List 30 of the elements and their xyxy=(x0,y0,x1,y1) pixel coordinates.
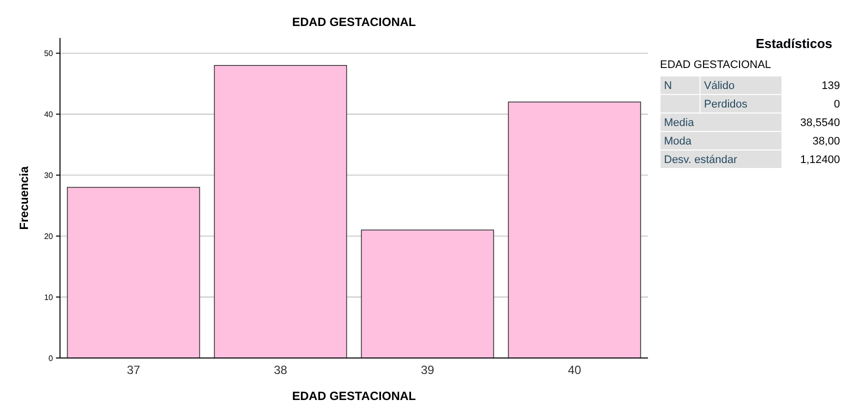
bar xyxy=(214,65,348,358)
bar xyxy=(66,186,200,358)
y-tick-label: 10 xyxy=(44,292,54,302)
text: Desv. estándar xyxy=(664,154,738,166)
y-tick-label: 30 xyxy=(44,170,54,180)
y-tick-label: 40 xyxy=(44,110,54,119)
text: Estadísticos xyxy=(756,36,832,51)
x-tick-label: 37 xyxy=(126,363,140,377)
text: N xyxy=(664,80,672,92)
x-tick-label: 38 xyxy=(274,363,288,377)
text: Media xyxy=(664,117,695,130)
text: EDAD GESTACIONAL xyxy=(660,59,772,71)
text: 139 xyxy=(822,80,840,92)
y-tick-label: 0 xyxy=(48,354,54,363)
y-axis-title: Frecuencia xyxy=(17,166,31,230)
x-tick-label: 39 xyxy=(420,363,434,377)
chart-title: EDAD GESTACIONAL xyxy=(292,15,416,29)
text: 38,5540 xyxy=(800,117,840,130)
x-tick-label: 40 xyxy=(568,363,582,377)
text: 0 xyxy=(834,98,840,111)
text: 38,00 xyxy=(812,136,840,148)
text: Moda xyxy=(664,136,692,148)
text: Válido xyxy=(704,80,735,92)
y-tick-label: 50 xyxy=(44,49,54,58)
text: 1,12400 xyxy=(800,154,840,166)
bar xyxy=(508,102,642,358)
text: Perdidos xyxy=(704,98,748,111)
bar xyxy=(360,230,494,358)
y-tick-label: 20 xyxy=(44,232,54,241)
x-axis-title: EDAD GESTACIONAL xyxy=(292,389,416,403)
